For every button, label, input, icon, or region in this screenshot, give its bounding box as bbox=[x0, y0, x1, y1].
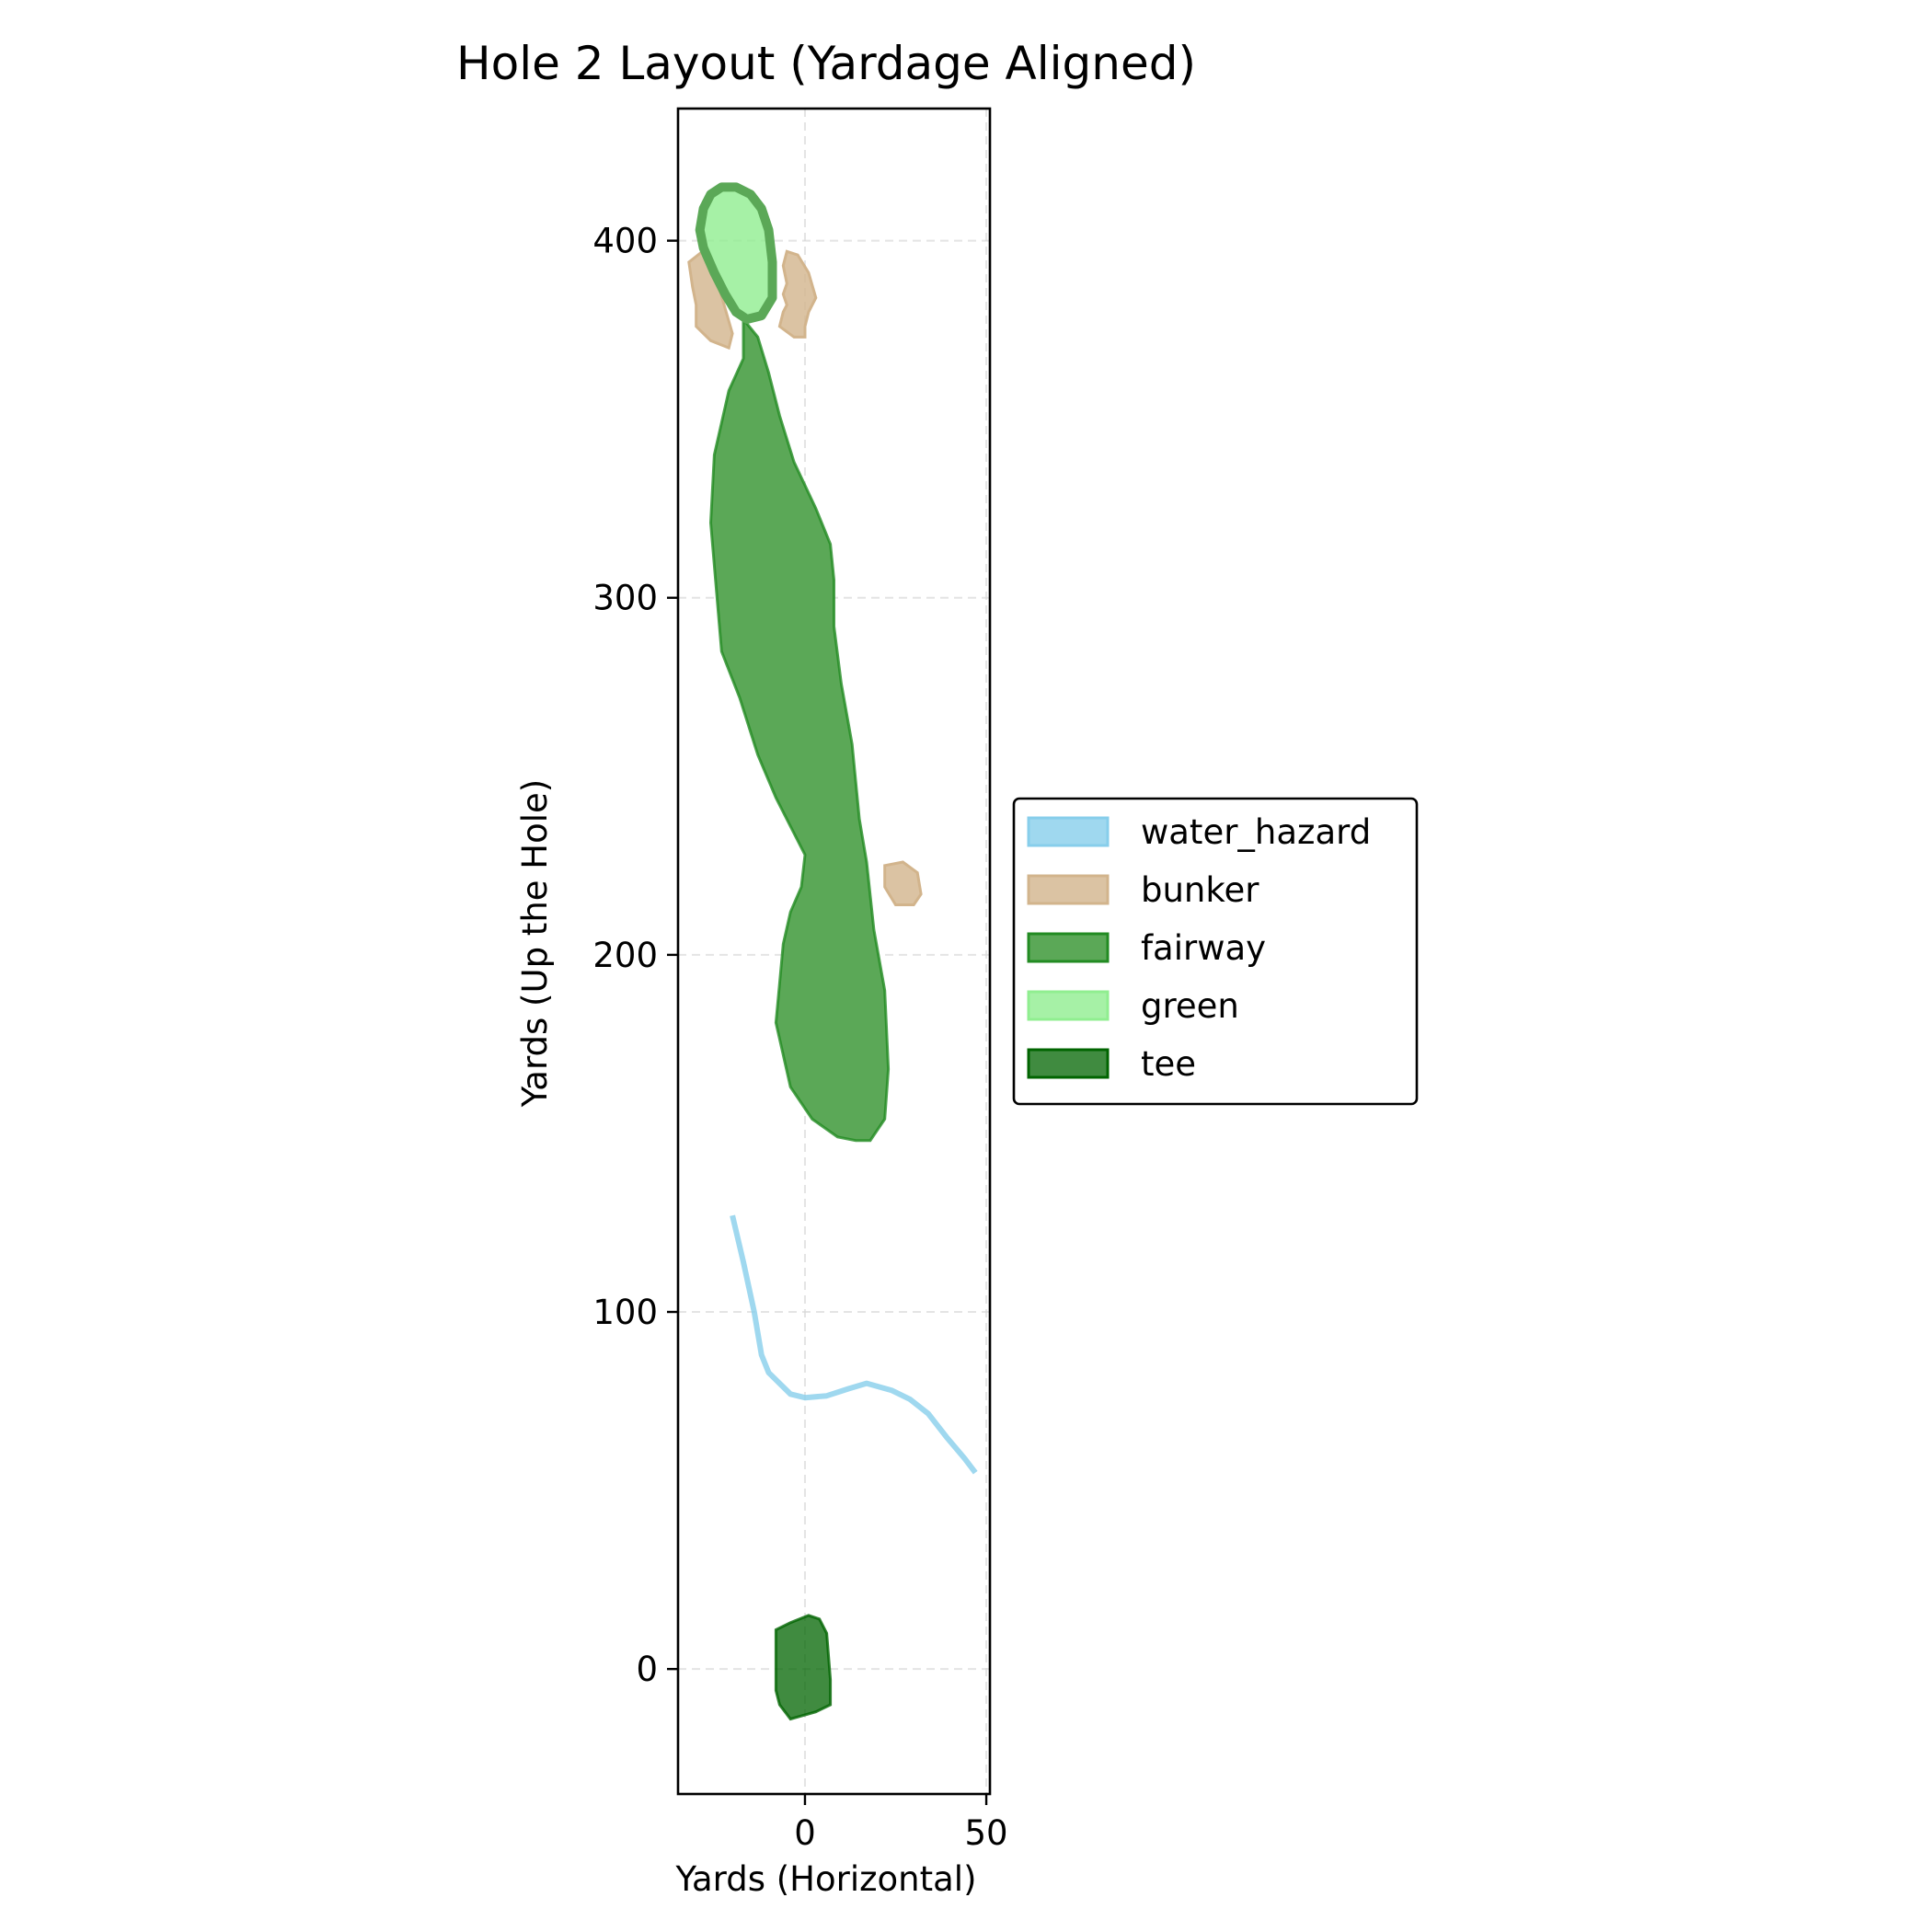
legend-label-tee: tee bbox=[1141, 1044, 1196, 1084]
legend-swatch-water-hazard bbox=[1027, 816, 1110, 847]
y-tick-label: 0 bbox=[636, 1650, 658, 1689]
y-axis-ticks: 0 100 200 300 400 bbox=[592, 222, 678, 1689]
fairway-polygon bbox=[708, 315, 891, 1143]
bunker-polygon-2 bbox=[777, 249, 818, 339]
chart-title: Hole 2 Layout (Yardage Aligned) bbox=[456, 37, 1196, 90]
y-tick-label: 400 bbox=[592, 222, 658, 261]
legend-label-water-hazard: water_hazard bbox=[1141, 812, 1371, 852]
legend-label-fairway: fairway bbox=[1141, 928, 1266, 968]
course-features bbox=[687, 182, 978, 1721]
green-polygon bbox=[695, 182, 777, 324]
legend-box bbox=[1012, 797, 1419, 1106]
x-axis-ticks: 0 50 bbox=[794, 1794, 1008, 1853]
tee-polygon bbox=[774, 1614, 833, 1721]
legend-swatch-fairway bbox=[1027, 932, 1110, 963]
x-tick-label: 0 bbox=[794, 1813, 816, 1853]
plot-frame bbox=[676, 107, 992, 1796]
legend-swatch-green bbox=[1027, 990, 1110, 1021]
y-tick-label: 200 bbox=[592, 936, 658, 975]
x-tick-label: 50 bbox=[965, 1813, 1008, 1853]
bunker-polygon-3 bbox=[883, 860, 923, 906]
y-tick-label: 100 bbox=[592, 1293, 658, 1332]
legend-label-bunker: bunker bbox=[1141, 870, 1259, 910]
legend-label-green: green bbox=[1141, 986, 1239, 1026]
legend-swatch-tee bbox=[1027, 1048, 1110, 1079]
x-axis-label: Yards (Horizontal) bbox=[674, 1859, 976, 1899]
plot-border bbox=[676, 107, 992, 1796]
y-tick-label: 300 bbox=[592, 579, 658, 618]
legend-swatch-bunker bbox=[1027, 874, 1110, 905]
y-axis-label: Yards (Up the Hole) bbox=[515, 779, 555, 1108]
water-hazard-line bbox=[730, 1214, 978, 1475]
